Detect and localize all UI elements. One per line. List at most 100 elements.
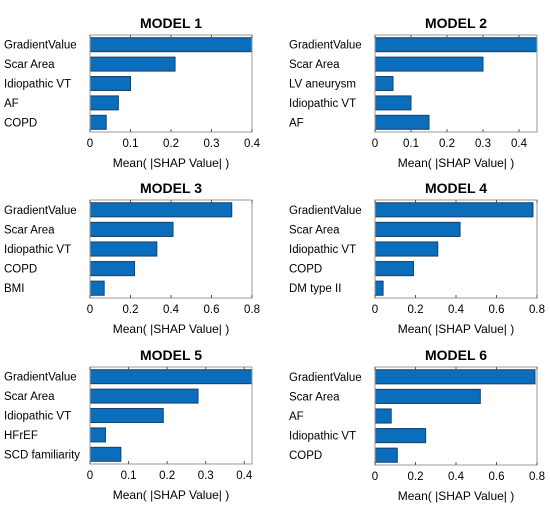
- model-3-chart: MODEL 3 GradientValue Scar Area Idiopathic …: [4, 180, 260, 336]
- x-tick-label: 0.2: [408, 304, 424, 316]
- bar-scar-area: [374, 56, 484, 72]
- x-tick-label: 0: [87, 304, 93, 316]
- x-axis-label: Mean( |SHAP Value| ): [398, 489, 515, 503]
- x-tick-label: 0.4: [448, 304, 465, 316]
- x-tick-label: 0.3: [204, 138, 220, 150]
- model-5-chart: MODEL 5 GradientValue Scar Area Idiopathic …: [4, 347, 253, 502]
- category-label: Scar Area: [4, 391, 55, 403]
- x-axis-label: Mean( |SHAP Value| ): [113, 156, 230, 170]
- x-tick-label: 0.2: [439, 138, 455, 150]
- bar-copd: [374, 447, 398, 463]
- bar-gradientvalue: [89, 37, 253, 53]
- bar-dm-type-ii: [374, 280, 384, 296]
- x-tick-label: 0.2: [163, 138, 179, 150]
- plot-frame: [374, 34, 538, 133]
- category-label: AF: [4, 98, 19, 110]
- x-tick-label: 0.4: [163, 304, 180, 316]
- x-tick-label: 0.1: [403, 138, 419, 150]
- bar-scar-area: [89, 56, 176, 72]
- chart-title: MODEL 3: [140, 180, 202, 196]
- bar-idiopathic-vt: [89, 408, 164, 423]
- x-tick-label: 0.8: [244, 304, 260, 316]
- bar-gradientvalue: [374, 202, 534, 218]
- bar-scar-area: [374, 388, 481, 404]
- bar-idiopathic-vt: [374, 95, 412, 111]
- category-label: COPD: [289, 450, 322, 462]
- x-tick-label: 0: [372, 304, 378, 316]
- category-label: Scar Area: [4, 224, 55, 236]
- x-tick-label: 0.1: [121, 470, 137, 482]
- model-6-chart: MODEL 6 GradientValue Scar Area AF Idiopathi…: [289, 347, 545, 503]
- category-label: COPD: [4, 264, 37, 276]
- x-axis-label: Mean( |SHAP Value| ): [113, 488, 230, 502]
- bar-af: [374, 114, 430, 130]
- bar-scar-area: [89, 388, 199, 404]
- category-label: Idiopathic VT: [4, 244, 71, 256]
- category-label: Scar Area: [4, 59, 55, 71]
- model-2-chart: MODEL 2 GradientValue Scar Area LV aneurysm…: [289, 15, 538, 170]
- category-label: Idiopathic VT: [4, 411, 71, 423]
- chart-title: MODEL 4: [425, 180, 487, 196]
- bar-scar-area: [89, 221, 174, 237]
- chart-title: MODEL 2: [425, 15, 487, 31]
- category-label: BMI: [4, 283, 24, 295]
- x-tick-label: 0: [87, 138, 93, 150]
- bar-scar-area: [374, 221, 461, 237]
- bar-af: [89, 95, 119, 111]
- category-label: GradientValue: [289, 372, 362, 384]
- x-tick-label: 0.8: [529, 471, 545, 483]
- x-tick-label: 0: [372, 471, 378, 483]
- category-label: GradientValue: [289, 40, 362, 52]
- category-label: Idiopathic VT: [289, 98, 356, 110]
- bar-hfref: [89, 427, 106, 443]
- x-tick-label: 0.2: [159, 470, 175, 482]
- x-tick-label: 0.6: [489, 304, 505, 316]
- x-tick-label: 0.6: [489, 471, 505, 483]
- category-label: COPD: [4, 117, 37, 129]
- x-tick-label: 0.3: [475, 138, 491, 150]
- category-label: Scar Area: [289, 391, 340, 403]
- bar-gradientvalue: [89, 202, 233, 218]
- x-tick-label: 0.2: [123, 304, 139, 316]
- category-label: Scar Area: [289, 59, 340, 71]
- category-label: AF: [289, 117, 304, 129]
- bar-gradientvalue: [374, 37, 538, 53]
- x-tick-label: 0: [87, 470, 93, 482]
- bar-af: [374, 408, 392, 424]
- category-label: Idiopathic VT: [4, 79, 71, 91]
- bar-copd: [89, 261, 136, 277]
- plot-frame: [89, 366, 253, 465]
- x-tick-label: 0.4: [236, 470, 253, 482]
- x-tick-label: 0.1: [123, 138, 139, 150]
- category-label: GradientValue: [4, 40, 77, 52]
- chart-title: MODEL 5: [140, 347, 202, 363]
- chart-title: MODEL 6: [425, 347, 487, 363]
- x-tick-label: 0.8: [529, 304, 545, 316]
- category-label: Idiopathic VT: [289, 244, 356, 256]
- category-label: GradientValue: [289, 205, 362, 217]
- category-label: COPD: [289, 264, 322, 276]
- bar-bmi: [89, 280, 105, 296]
- x-axis-label: Mean( |SHAP Value| ): [113, 322, 230, 336]
- x-tick-label: 0.4: [244, 138, 261, 150]
- category-label: GradientValue: [4, 372, 77, 384]
- bar-idiopathic-vt: [374, 241, 439, 257]
- category-label: LV aneurysm: [289, 79, 356, 91]
- bar-idiopathic-vt: [89, 241, 158, 257]
- bar-gradientvalue: [374, 369, 536, 385]
- x-axis-label: Mean( |SHAP Value| ): [398, 156, 515, 170]
- bar-copd: [89, 114, 107, 130]
- category-label: GradientValue: [4, 205, 77, 217]
- x-tick-label: 0.4: [511, 138, 528, 150]
- bar-scd-familiarity: [89, 446, 122, 462]
- model-1-chart: MODEL 1 GradientValue Scar Area Idiopathic …: [4, 15, 261, 170]
- x-tick-label: 0: [372, 138, 378, 150]
- x-tick-label: 0.4: [448, 471, 465, 483]
- category-label: Idiopathic VT: [289, 431, 356, 443]
- bar-lv-aneurysm: [374, 76, 394, 91]
- x-axis-label: Mean( |SHAP Value| ): [398, 322, 515, 336]
- bar-idiopathic-vt: [374, 428, 427, 444]
- category-label: Scar Area: [289, 224, 340, 236]
- bar-gradientvalue: [89, 369, 253, 385]
